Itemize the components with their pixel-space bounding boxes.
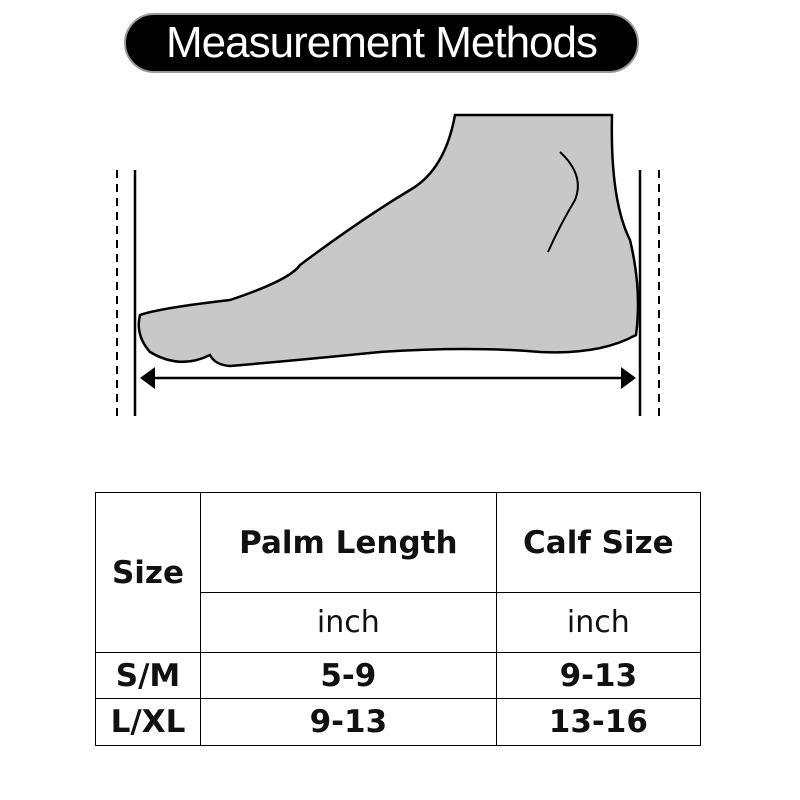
cell: S/M [95,652,201,699]
unit-cell: inch [200,592,497,653]
size-table: Size Palm Length Calf Size inch inch S/M… [95,492,702,746]
foot-diagram [116,113,660,416]
title: Measurement Methods [124,13,639,73]
cell: 5-9 [200,652,497,699]
cell: 9-13 [495,652,702,699]
header-cell: Size [95,492,201,653]
cell: 13-16 [495,698,702,746]
cell: L/XL [95,698,201,746]
unit-cell: inch [495,592,702,653]
cell: 9-13 [200,698,497,746]
header-cell: Palm Length [200,492,497,593]
header-cell: Calf Size [495,492,702,593]
